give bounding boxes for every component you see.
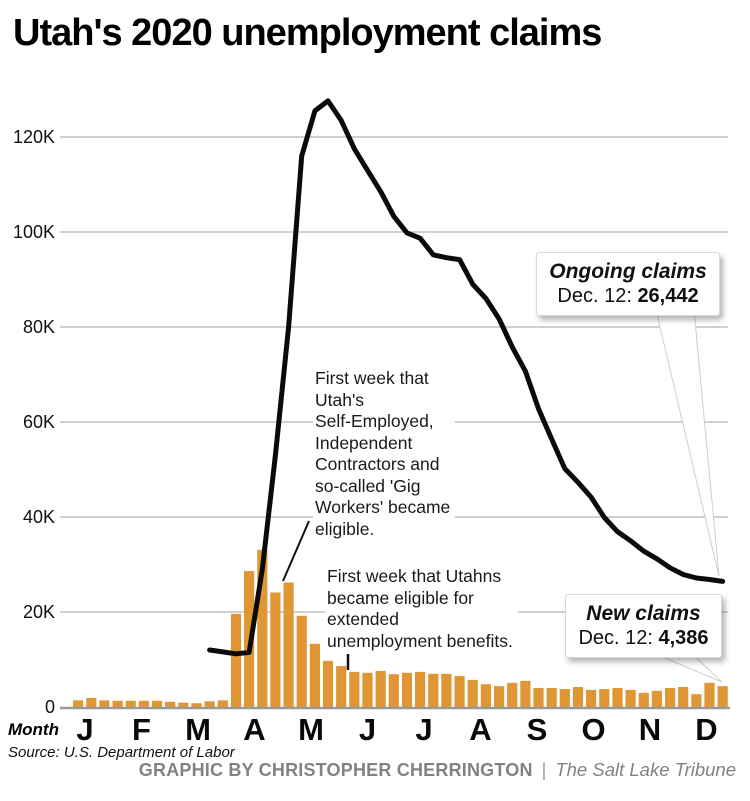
source-credit: Source: U.S. Department of Labor xyxy=(8,744,235,761)
new-claims-bar xyxy=(678,687,689,707)
new-claims-bar xyxy=(151,700,163,707)
new-claims-bar xyxy=(586,689,597,707)
new-claims-bar xyxy=(401,672,413,707)
ongoing-claims-line xyxy=(207,98,726,657)
new-claims-bar xyxy=(454,676,465,707)
callout-new-value: Dec. 12: 4,386 xyxy=(578,626,708,651)
callout-ongoing-value: Dec. 12: 26,442 xyxy=(557,284,698,309)
month-label: J xyxy=(415,712,432,747)
month-label: N xyxy=(639,712,661,747)
new-claims-bar xyxy=(441,673,452,708)
new-claims-bar xyxy=(691,694,702,707)
annotation-extended-benefits: First week that Utahns became eligible f… xyxy=(325,566,518,654)
y-tick-label: 80K xyxy=(23,317,55,337)
y-tick-label: 100K xyxy=(13,222,55,242)
new-claims-bar xyxy=(546,688,557,707)
x-axis-title: Month xyxy=(8,720,59,739)
new-claims-bar xyxy=(520,680,531,707)
page-title: Utah's 2020 unemployment claims xyxy=(13,12,602,54)
new-claims-bar xyxy=(178,702,189,707)
new-claims-bar xyxy=(507,682,518,707)
month-label: D xyxy=(695,712,717,747)
new-claims-bar xyxy=(112,700,123,707)
new-claims-bar xyxy=(428,673,439,708)
new-claims-bar xyxy=(230,613,242,707)
new-claims-bar xyxy=(86,698,97,707)
new-claims-bar xyxy=(625,689,636,707)
y-tick-label: 120K xyxy=(13,127,55,147)
new-claims-bar xyxy=(73,700,84,707)
publication-brand: The Salt Lake Tribune xyxy=(555,759,736,780)
new-claims-bar xyxy=(651,690,662,707)
callout-ongoing-date: Dec. 12: xyxy=(557,285,632,307)
new-claims-bar xyxy=(336,666,347,707)
new-claims-bar xyxy=(99,700,110,707)
new-claims-bar xyxy=(204,701,215,707)
new-claims-bar xyxy=(217,700,228,707)
new-claims-bar xyxy=(467,679,478,707)
month-label: J xyxy=(359,712,376,747)
callout-new-claims: New claims Dec. 12: 4,386 xyxy=(565,594,722,658)
month-label: F xyxy=(132,712,151,747)
month-label: J xyxy=(76,712,93,747)
new-claims-bar xyxy=(309,643,320,707)
new-claims-bar xyxy=(480,684,491,707)
new-claims-bar xyxy=(270,592,281,707)
annotation-gig-workers: First week that Utah's Self-Employed, In… xyxy=(313,368,456,542)
new-claims-bar xyxy=(638,692,649,708)
new-claims-bar xyxy=(415,671,426,707)
new-claims-bar xyxy=(362,672,373,707)
y-tick-label: 20K xyxy=(23,602,55,622)
new-claims-bar xyxy=(257,549,268,707)
month-label: M xyxy=(298,712,324,747)
callout-ongoing-number: 26,442 xyxy=(637,285,699,307)
new-claims-bar xyxy=(599,689,610,708)
callout-new-number: 4,386 xyxy=(658,627,709,649)
new-claims-bar xyxy=(283,582,294,707)
month-label: A xyxy=(243,712,265,747)
new-claims-bar xyxy=(388,674,399,707)
new-claims-bar xyxy=(138,700,149,707)
y-tick-label: 40K xyxy=(23,507,55,527)
new-claims-bar xyxy=(322,660,334,707)
new-claims-bar xyxy=(191,703,202,707)
new-claims-bar xyxy=(494,686,505,707)
new-claims-bar xyxy=(704,682,715,707)
new-claims-bar xyxy=(717,686,728,707)
callout-new-label: New claims xyxy=(586,602,701,625)
callout-ongoing-label: Ongoing claims xyxy=(549,260,707,283)
new-claims-bar xyxy=(665,688,676,707)
new-claims-bar xyxy=(572,687,584,707)
new-claims-bar xyxy=(349,671,360,707)
new-claims-bar xyxy=(375,670,386,707)
month-label: S xyxy=(527,712,548,747)
new-claims-bar xyxy=(296,615,307,707)
month-label: O xyxy=(581,712,605,747)
footer-divider-bar: | xyxy=(541,760,547,780)
annotation-pointer-line xyxy=(282,520,310,582)
graphic-credit: GRAPHIC BY CHRISTOPHER CHERRINGTON xyxy=(138,760,533,780)
footer-credits: GRAPHIC BY CHRISTOPHER CHERRINGTON | The… xyxy=(139,759,736,781)
new-claims-bar xyxy=(612,688,623,707)
month-label: A xyxy=(469,712,491,747)
new-claims-bar xyxy=(559,689,570,708)
callout-ongoing-claims: Ongoing claims Dec. 12: 26,442 xyxy=(536,252,720,316)
new-claims-bar xyxy=(533,688,544,707)
y-tick-label: 0 xyxy=(45,697,55,717)
y-tick-label: 60K xyxy=(23,412,55,432)
y-axis-labels: 0 20K 40K 60K 80K 100K 120K xyxy=(13,127,55,717)
new-claims-bar xyxy=(165,701,176,707)
callout-new-date: Dec. 12: xyxy=(578,627,653,649)
callout-tail-ongoing xyxy=(655,309,720,577)
new-claims-bar xyxy=(125,700,136,707)
month-label: M xyxy=(185,712,211,747)
